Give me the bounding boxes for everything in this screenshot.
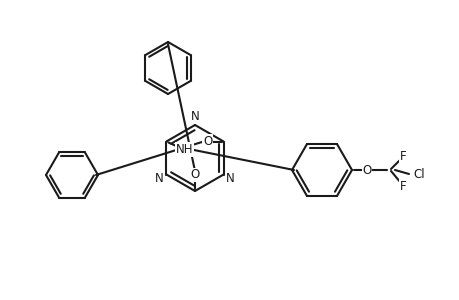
Text: N: N [226,172,235,185]
Text: O: O [202,135,212,148]
Text: O: O [190,169,199,182]
Text: N: N [190,110,199,124]
Text: NH: NH [175,143,193,156]
Text: F: F [399,149,405,163]
Text: N: N [155,172,163,185]
Text: O: O [362,164,371,176]
Text: Cl: Cl [412,167,424,181]
Text: F: F [399,179,405,193]
